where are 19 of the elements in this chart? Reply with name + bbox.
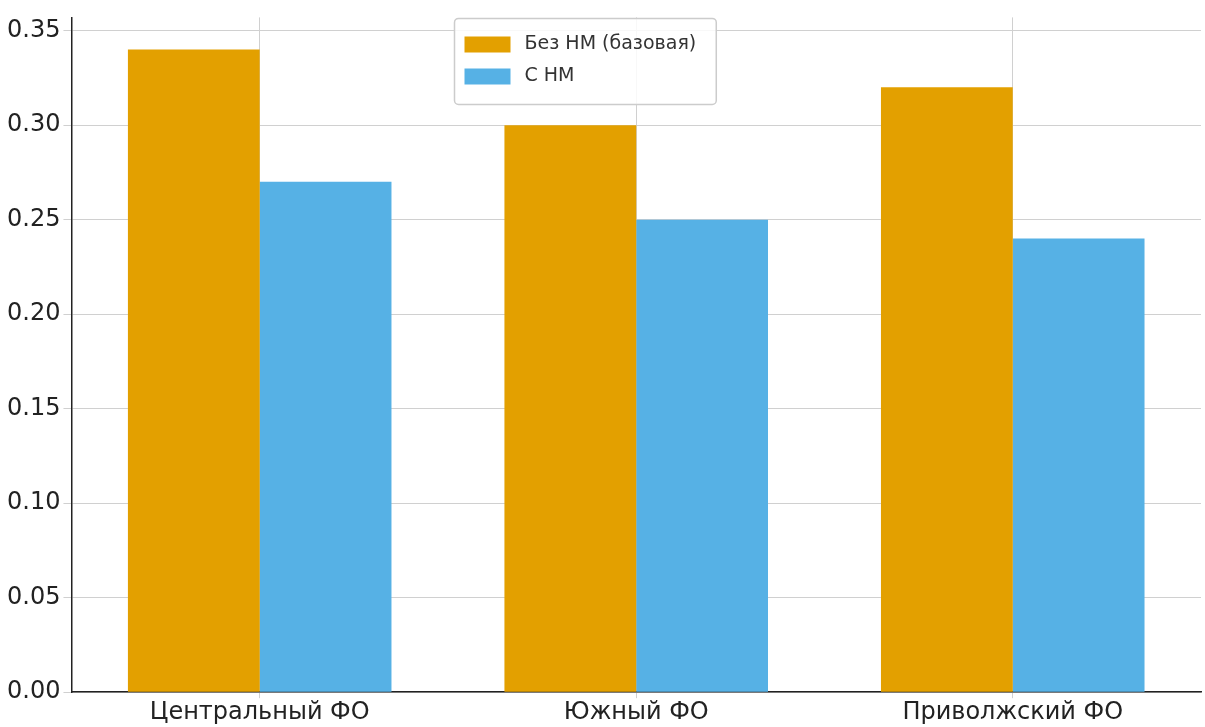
bar: [880, 87, 1013, 692]
legend-label: С НМ: [524, 63, 575, 86]
bar: [1012, 238, 1145, 692]
y-tick-label: 0.10: [7, 487, 61, 516]
legend-label: Без НМ (базовая): [524, 31, 697, 54]
y-tick-label: 0.20: [7, 298, 61, 327]
bar: [259, 181, 392, 692]
y-tick-label: 0.35: [7, 14, 61, 43]
y-tick-label: 0.25: [7, 203, 61, 232]
y-tick-label: 0.30: [7, 109, 61, 138]
y-tick-label: 0.15: [7, 392, 61, 421]
bar: [636, 219, 768, 692]
bar: [504, 125, 637, 692]
y-tick-label: 0.05: [7, 581, 61, 610]
bar: [127, 49, 260, 692]
x-tick-label: Центральный ФО: [149, 696, 370, 725]
y-tick-label: 0.00: [7, 676, 61, 705]
x-tick-label: Приволжский ФО: [902, 696, 1124, 725]
x-tick-label: Южный ФО: [563, 696, 709, 725]
